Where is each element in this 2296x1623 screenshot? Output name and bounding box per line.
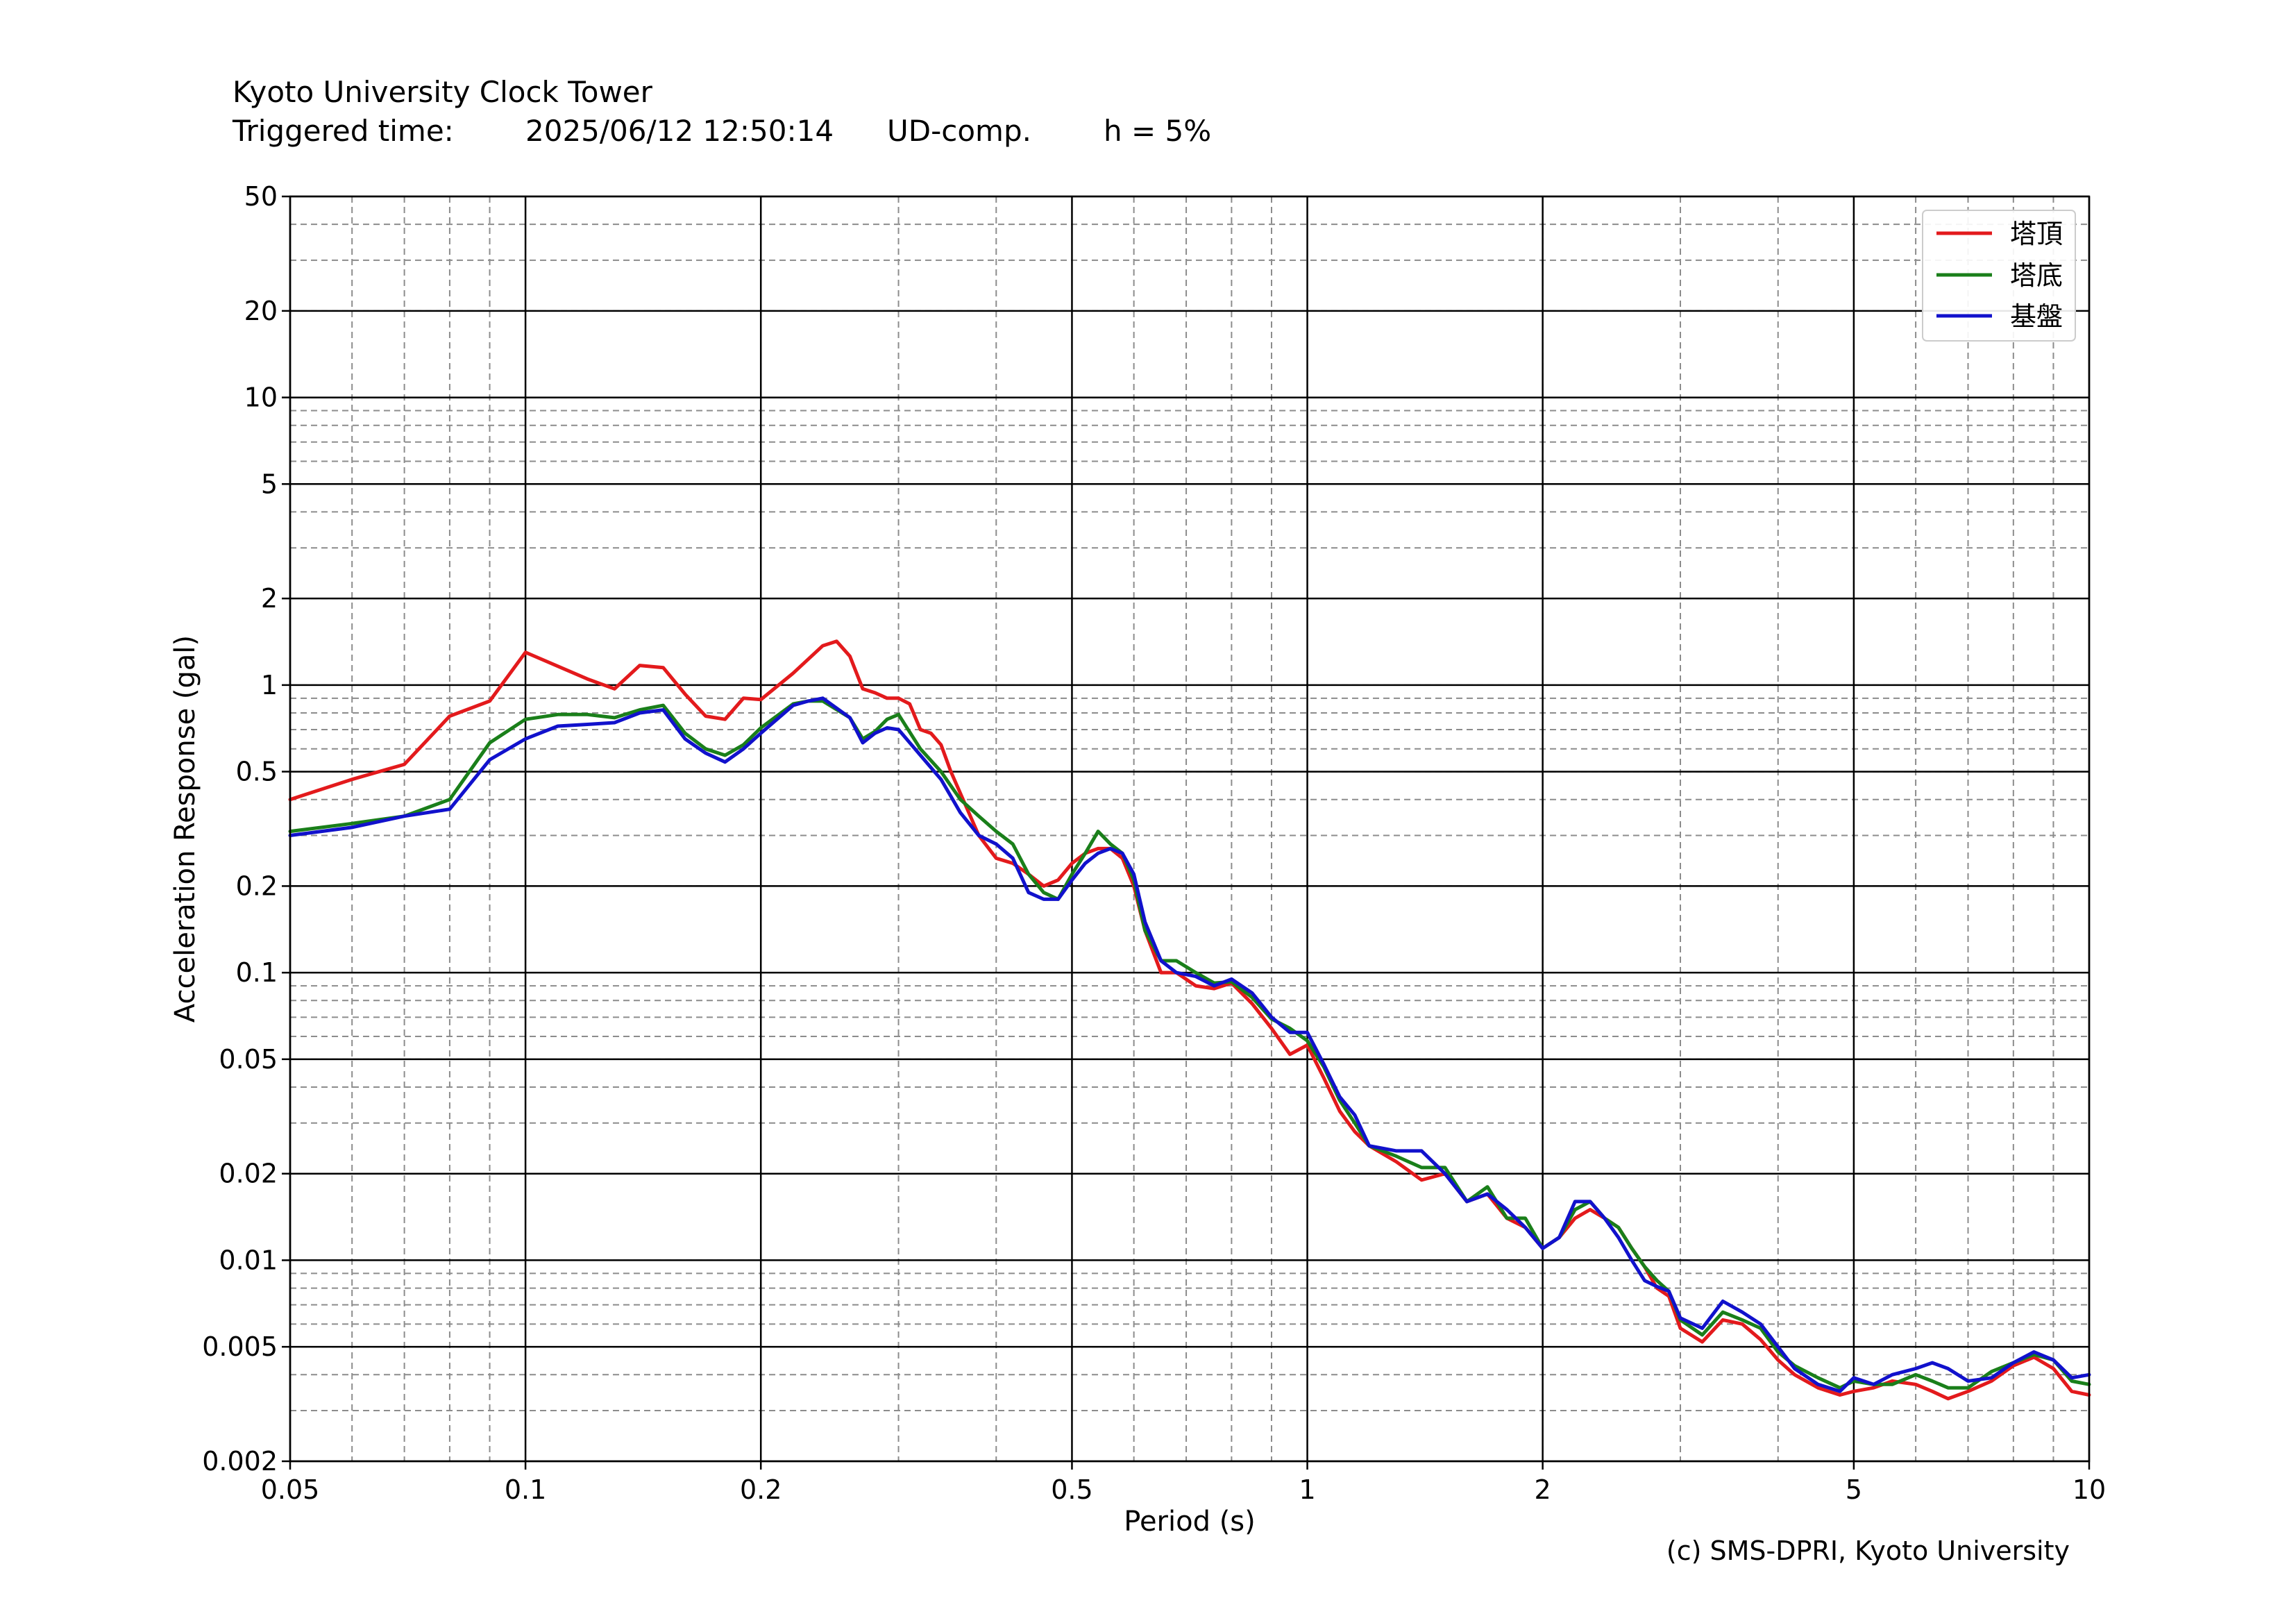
plot-frame	[289, 195, 2091, 1463]
series-layer	[288, 639, 2091, 1401]
y-tick-label: 5	[261, 469, 278, 499]
legend-label-2: 塔底	[2010, 260, 2063, 291]
y-tick-label: 20	[244, 296, 278, 326]
legend-label-3: 基盤	[2010, 301, 2063, 332]
x-tick-label: 0.1	[505, 1474, 546, 1505]
x-tick-label: 0.05	[261, 1474, 320, 1505]
legend: 塔頂 塔底 基盤	[1922, 210, 2076, 342]
x-tick-label: 1	[1299, 1474, 1315, 1505]
y-tick-label: 0.1	[236, 957, 278, 988]
credit-text: (c) SMS-DPRI, Kyoto University	[1666, 1536, 2070, 1566]
x-tick-label: 5	[1846, 1474, 1862, 1505]
y-tick-label: 0.5	[236, 757, 278, 787]
major-grid	[289, 195, 2091, 1463]
x-tick-label: 10	[2073, 1474, 2106, 1505]
y-axis-label: Acceleration Response (gal)	[169, 635, 201, 1023]
y-tick-label: 10	[244, 382, 278, 413]
y-tick-label: 2	[261, 583, 278, 614]
y-tick-label: 0.01	[219, 1245, 278, 1275]
series-line-1	[288, 639, 2091, 1401]
component-label: UD-comp.	[887, 114, 1031, 148]
y-tick-label: 0.005	[202, 1331, 278, 1362]
y-tick-label: 0.02	[219, 1159, 278, 1189]
x-tick-label: 0.2	[740, 1474, 782, 1505]
y-tick-label: 50	[244, 181, 278, 212]
legend-label-1: 塔頂	[2010, 219, 2063, 249]
y-tick-label: 0.2	[236, 871, 278, 901]
x-axis-ticks: 0.05 0.1 0.2 0.5 1 2 5 10	[261, 1461, 2106, 1505]
y-tick-label: 0.05	[219, 1044, 278, 1075]
y-axis-ticks: 0.002 0.005 0.01 0.02 0.05 0.1 0.2 0.5 1 2 5 10 20 50	[202, 181, 290, 1477]
x-tick-label: 0.5	[1051, 1474, 1092, 1505]
x-axis-label: Period (s)	[1124, 1506, 1256, 1538]
triggered-label: Triggered time:	[233, 114, 454, 148]
chart-title-station: Kyoto University Clock Tower	[233, 75, 652, 109]
minor-grid	[289, 196, 2090, 1462]
y-tick-label: 1	[261, 670, 278, 700]
legend-box	[1922, 210, 2076, 342]
y-tick-label: 0.002	[202, 1446, 278, 1477]
series-line-3	[288, 696, 2091, 1393]
series-line-2	[288, 699, 2091, 1390]
triggered-time: 2025/06/12 12:50:14	[525, 114, 834, 148]
x-tick-label: 2	[1535, 1474, 1551, 1505]
damping-label: h = 5%	[1104, 114, 1212, 148]
